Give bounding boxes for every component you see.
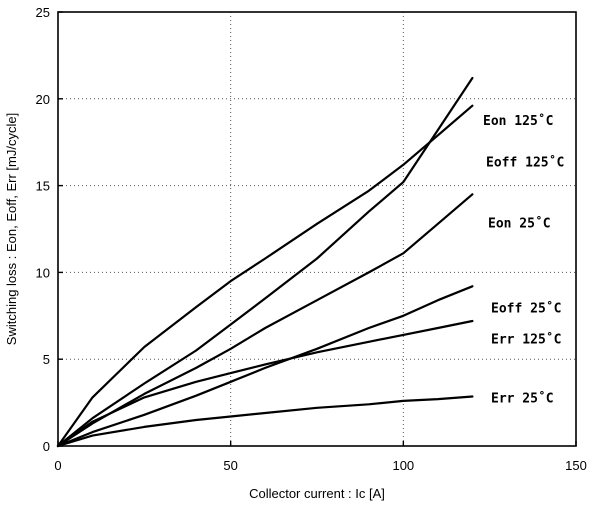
- x-tick-label-0: 0: [54, 458, 61, 473]
- series-label-2: Eon 25˚C: [488, 215, 551, 231]
- series-line-2: [56, 193, 474, 448]
- x-axis-ticks: 0 50 100 150: [54, 441, 587, 473]
- y-axis-label: Switching loss : Eon, Eoff, Err [mJ/cycl…: [4, 113, 19, 345]
- y-tick-label-0: 0: [43, 439, 50, 454]
- series-label-5: Err 25˚C: [491, 391, 554, 407]
- series-lines: [56, 76, 474, 448]
- series-line-0: [56, 76, 474, 448]
- series-line-3: [56, 285, 474, 448]
- series-line-4: [56, 319, 474, 448]
- y-tick-label-3: 15: [36, 179, 50, 194]
- x-tick-label-2: 100: [392, 458, 414, 473]
- y-tick-label-4: 20: [36, 92, 50, 107]
- y-axis-ticks: 0 5 10 15 20 25: [36, 5, 63, 454]
- x-axis-label: Collector current : Ic [A]: [249, 486, 385, 501]
- y-tick-label-1: 5: [43, 352, 50, 367]
- series-label-1: Eoff 125˚C: [486, 155, 564, 171]
- series-label-3: Eoff 25˚C: [491, 300, 561, 316]
- plot-frame: [57, 11, 577, 447]
- series-line-1: [56, 104, 474, 448]
- x-tick-label-3: 150: [565, 458, 587, 473]
- series-label-4: Err 125˚C: [491, 332, 561, 348]
- y-tick-label-2: 10: [36, 265, 50, 280]
- series-labels: Eon 125˚C Eoff 125˚C Eon 25˚C Eoff 25˚C Err …: [483, 113, 564, 407]
- x-tick-label-1: 50: [223, 458, 237, 473]
- series-label-0: Eon 125˚C: [483, 113, 553, 129]
- series-line-5: [56, 395, 474, 448]
- y-tick-label-5: 25: [36, 5, 50, 20]
- grid: [58, 12, 576, 446]
